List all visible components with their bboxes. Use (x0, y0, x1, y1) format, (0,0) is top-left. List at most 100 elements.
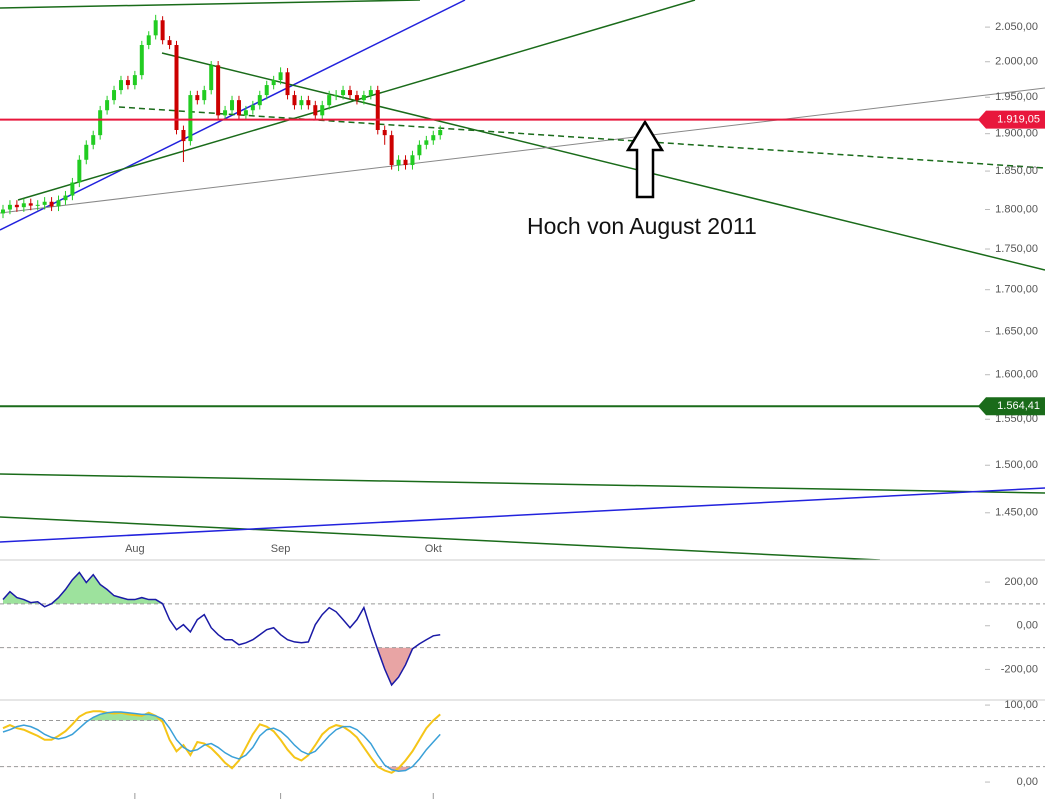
candle-body (257, 95, 262, 106)
candle-body (223, 110, 228, 116)
y-tick-label: 1.950,00 (995, 91, 1038, 103)
y-tick-label: 1.850,00 (995, 165, 1038, 177)
candle-body (243, 110, 248, 116)
candle-body (334, 95, 339, 97)
candle-body (264, 85, 269, 96)
candle-body (368, 90, 373, 96)
trendline (0, 0, 421, 9)
price-tag (978, 110, 1045, 129)
candle-body (354, 95, 359, 101)
y-tick-label: 1.750,00 (995, 243, 1038, 255)
trendlines (0, 0, 1045, 560)
y-tick-label: 100,00 (1004, 699, 1038, 711)
candle-body (167, 40, 172, 46)
candle-body (112, 90, 117, 101)
indicator-line (2, 711, 441, 773)
candle-body (313, 105, 318, 116)
price-tag-label: 1.564,41 (997, 400, 1040, 412)
candle-body (361, 95, 366, 101)
arrow (625, 119, 665, 199)
candle-body (410, 155, 415, 166)
candle-body (174, 45, 179, 130)
candle-body (132, 75, 137, 86)
candle-body (139, 45, 144, 76)
candle-body (98, 110, 103, 136)
candle-body (70, 182, 75, 196)
candle-body (49, 201, 54, 207)
trendline (0, 473, 1045, 494)
level-fill (3, 572, 441, 604)
annotation: Hoch von August 2011 (527, 213, 757, 239)
candle-body (14, 204, 19, 208)
candle-body (195, 95, 200, 101)
y-tick-label: -200,00 (1001, 663, 1038, 675)
candle-body (431, 135, 436, 141)
candle-body (348, 90, 352, 96)
candle-body (216, 65, 221, 116)
candle-body (236, 100, 241, 116)
y-tick-label: 1.900,00 (995, 128, 1038, 140)
candle-body (271, 80, 276, 86)
candle-body (1, 209, 5, 214)
y-tick-label: 1.700,00 (995, 284, 1038, 296)
candle-body (341, 90, 346, 96)
price-tag (978, 397, 1045, 416)
candle-body (84, 144, 89, 160)
level-fill (3, 647, 441, 685)
candle-body (382, 129, 387, 136)
y-tick-label: 0,00 (1017, 620, 1038, 632)
candle-body (403, 159, 408, 166)
candle-body (438, 129, 443, 136)
candle-body (42, 201, 47, 205)
y-tick-label: 1.600,00 (995, 369, 1038, 381)
candle-body (146, 35, 151, 46)
indicator-line (2, 710, 441, 774)
y-tick-label: 200,00 (1004, 576, 1038, 588)
candle-body (417, 144, 422, 156)
candle-body (160, 20, 165, 41)
candle-body (28, 203, 33, 206)
candle-body (118, 80, 123, 91)
candle-body (424, 140, 429, 145)
candle-body (306, 100, 311, 106)
trendline (0, 516, 881, 560)
trendline (0, 87, 1045, 214)
candle-body (77, 159, 82, 183)
trendline (118, 106, 1045, 169)
candle-body (292, 95, 297, 106)
y-tick-label: 1.450,00 (995, 507, 1038, 519)
candle-body (278, 72, 283, 81)
candle-body (56, 200, 61, 207)
candle-body (125, 80, 130, 86)
candle-body (188, 95, 193, 142)
candle-body (153, 20, 158, 36)
y-tick-label: 1.500,00 (995, 459, 1038, 471)
candle-body (35, 204, 40, 206)
candle-body (375, 90, 380, 130)
trendline (161, 52, 1045, 271)
candle-body (299, 100, 304, 106)
candle-body (181, 129, 186, 142)
y-tick-label: 2.000,00 (995, 56, 1038, 68)
candle-body (285, 72, 290, 96)
candle-body (327, 95, 332, 106)
candle-body (7, 204, 12, 210)
x-tick-label: Sep (271, 543, 291, 555)
candle-body (21, 203, 26, 208)
candle-body (91, 135, 96, 145)
x-tick-label: Aug (125, 543, 145, 555)
y-tick-label: 0,00 (1017, 776, 1038, 788)
indicator-line (2, 571, 441, 687)
candle-body (105, 100, 110, 111)
candle-body (202, 90, 207, 101)
y-tick-label: 1.550,00 (995, 413, 1038, 425)
y-tick-label: 1.800,00 (995, 203, 1038, 215)
candle-body (63, 195, 68, 201)
trendline (0, 487, 1045, 543)
x-tick-label: Okt (425, 543, 442, 555)
y-tick-label: 1.650,00 (995, 325, 1038, 337)
candle-body (320, 105, 325, 116)
candle-body (250, 105, 255, 111)
candle-body (396, 159, 401, 166)
